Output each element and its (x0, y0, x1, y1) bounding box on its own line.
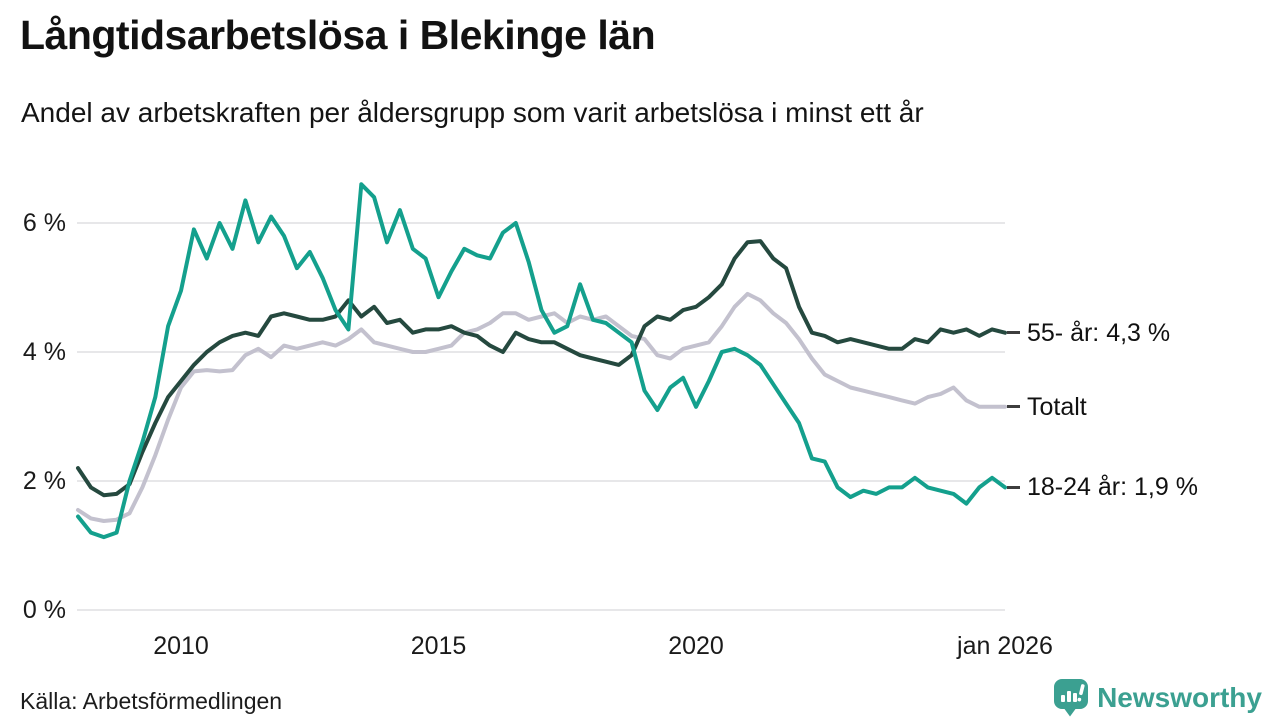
y-axis-tick-0: 0 % (22, 596, 66, 624)
series-end-label-totalt: Totalt (1007, 390, 1087, 424)
series-end-label-text: 18-24 år: 1,9 % (1027, 473, 1198, 502)
x-axis-tick-2010: 2010 (153, 632, 209, 660)
series-end-label-55-ar: 55- år: 4,3 % (1007, 316, 1170, 350)
label-tick-dash (1007, 485, 1020, 489)
page-subtitle: Andel av arbetskraften per åldersgrupp s… (21, 97, 924, 128)
newsworthy-logo: Newsworthy (1053, 678, 1262, 718)
y-axis-tick-6: 6 % (22, 209, 66, 237)
series-line-totalt (76, 291, 1007, 523)
series-end-label-text: 55- år: 4,3 % (1027, 318, 1171, 347)
x-axis-tick-jan-2026: jan 2026 (957, 632, 1053, 660)
page-title: Långtidsarbetslösa i Blekinge län (20, 12, 656, 58)
label-tick-dash (1007, 405, 1020, 409)
series-line-18-24-ar (76, 182, 1007, 540)
newsworthy-logo-icon (1054, 679, 1089, 717)
y-axis-tick-4: 4 % (22, 338, 66, 366)
source-attribution: Källa: Arbetsförmedlingen (20, 688, 283, 714)
series-end-label-18-24-ar: 18-24 år: 1,9 % (1007, 470, 1198, 504)
x-axis-tick-2020: 2020 (668, 632, 724, 660)
newsworthy-logo-text: Newsworthy (1097, 682, 1262, 713)
x-axis-tick-2015: 2015 (410, 632, 467, 660)
series-line-55-ar (76, 239, 1007, 498)
label-tick-dash (1007, 331, 1020, 335)
y-axis-tick-2: 2 % (22, 467, 66, 495)
series-end-label-text: Totalt (1027, 392, 1087, 421)
